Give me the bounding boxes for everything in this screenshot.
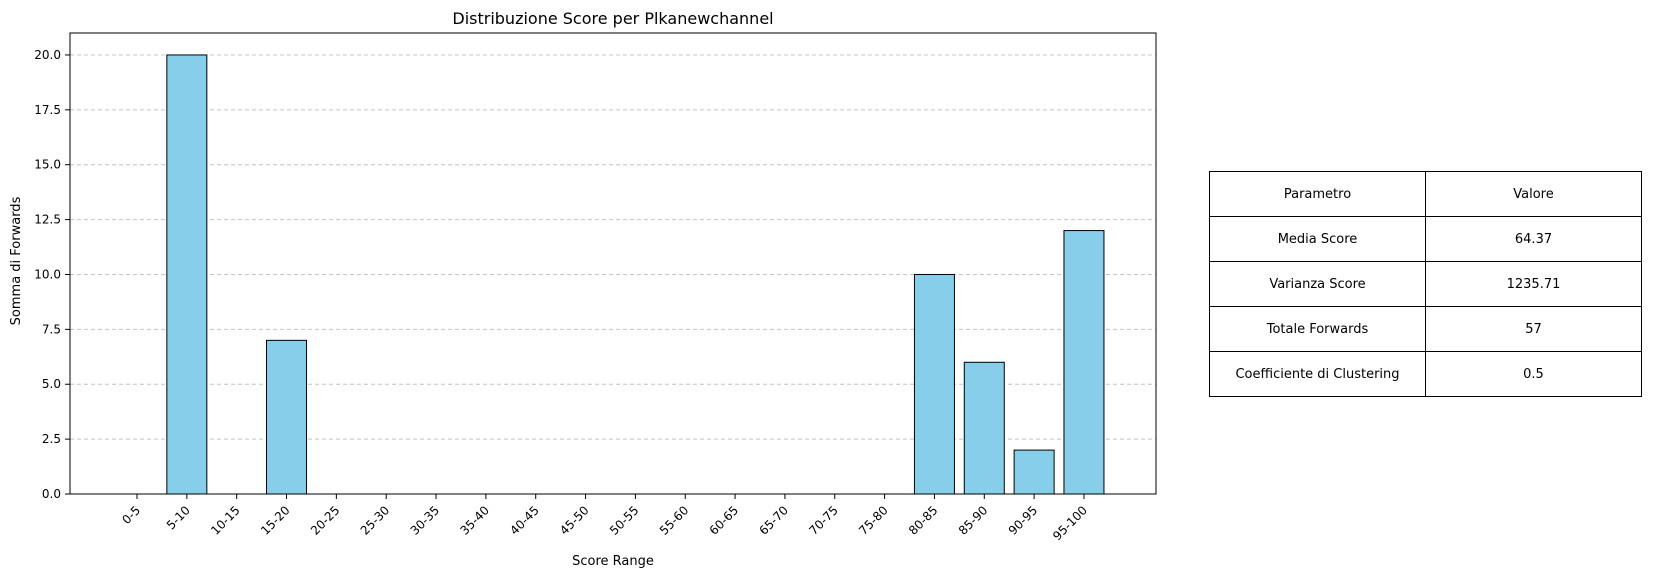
table-cell: 64.37: [1425, 216, 1642, 262]
table-cell: 0.5: [1425, 351, 1642, 397]
x-tick-label: 75-80: [856, 503, 891, 538]
bar: [166, 54, 208, 495]
bar: [266, 339, 308, 495]
table-cell: Totale Forwards: [1209, 306, 1426, 352]
x-tick-label: 55-60: [657, 503, 692, 538]
table-row: Totale Forwards 57: [1209, 306, 1642, 352]
stats-table: Parametro Valore Media Score 64.37 Varia…: [1209, 171, 1642, 397]
y-tick-label: 5.0: [42, 377, 61, 391]
y-axis-ticks: 0.0 2.5 5.0 7.5 10.0 12.5 15.0 17.5 20.0: [34, 48, 70, 501]
x-tick-label: 30-35: [408, 503, 443, 538]
x-tick-label: 5-10: [164, 503, 193, 532]
table-cell: 57: [1425, 306, 1642, 352]
table-cell: 1235.71: [1425, 261, 1642, 307]
y-tick-label: 0.0: [42, 487, 61, 501]
x-tick-label: 25-30: [358, 503, 393, 538]
x-tick-label: 40-45: [507, 503, 542, 538]
table-header-cell: Parametro: [1209, 171, 1426, 217]
table-header-row: Parametro Valore: [1209, 171, 1642, 217]
x-axis-ticks: 0-5 5-10 10-15 15-20 20-25 25-30 30-35 35-40 40-…: [119, 494, 1090, 543]
x-tick-label: 85-90: [956, 503, 991, 538]
x-tick-label: 10-15: [208, 503, 243, 538]
x-tick-label: 65-70: [756, 503, 791, 538]
table-cell: Varianza Score: [1209, 261, 1426, 307]
y-tick-label: 17.5: [34, 103, 61, 117]
y-tick-label: 12.5: [34, 213, 61, 227]
x-tick-label: 60-65: [707, 503, 742, 538]
x-tick-label: 95-100: [1050, 503, 1090, 543]
table-cell: Coefficiente di Clustering: [1209, 351, 1426, 397]
bars: [166, 54, 1105, 495]
table-cell: Media Score: [1209, 216, 1426, 262]
y-tick-label: 7.5: [42, 322, 61, 336]
x-tick-label: 15-20: [258, 503, 293, 538]
bar: [963, 361, 1005, 495]
bar: [1013, 449, 1055, 495]
x-tick-label: 20-25: [308, 503, 343, 538]
table-header-cell: Valore: [1425, 171, 1642, 217]
x-axis-label: Score Range: [572, 554, 654, 569]
x-tick-label: 80-85: [906, 503, 941, 538]
chart-title: Distribuzione Score per Plkanewchannel: [452, 9, 773, 28]
table-row: Varianza Score 1235.71: [1209, 261, 1642, 307]
x-tick-label: 50-55: [607, 503, 642, 538]
table-row: Coefficiente di Clustering 0.5: [1209, 351, 1642, 397]
bar: [913, 273, 955, 495]
y-tick-label: 15.0: [34, 158, 61, 172]
x-tick-label: 90-95: [1006, 503, 1041, 538]
table-row: Media Score 64.37: [1209, 216, 1642, 262]
y-tick-label: 2.5: [42, 432, 61, 446]
bar: [1063, 230, 1105, 495]
x-tick-label: 70-75: [806, 503, 841, 538]
x-tick-label: 35-40: [457, 503, 492, 538]
y-tick-label: 20.0: [34, 48, 61, 62]
plot-frame: [69, 32, 1157, 495]
x-tick-label: 0-5: [119, 503, 143, 527]
y-tick-label: 10.0: [34, 267, 61, 281]
x-tick-label: 45-50: [557, 503, 592, 538]
y-axis-label: Somma di Forwards: [9, 196, 24, 325]
